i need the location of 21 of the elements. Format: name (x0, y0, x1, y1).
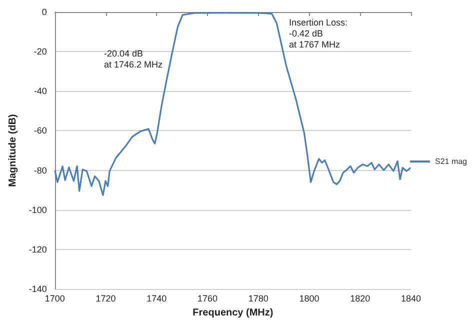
x-tick-label: 1740 (146, 294, 167, 304)
y-tick-label: -100 (28, 204, 47, 215)
x-tick-label: 1700 (44, 294, 65, 304)
x-tick-label: 1820 (350, 294, 370, 304)
x-tick-label: 1780 (248, 294, 268, 304)
y-tick-label: -140 (28, 284, 47, 294)
annotation: Insertion Loss: -0.42 dB at 1767 MHz (289, 18, 348, 50)
x-tick-label: 1720 (96, 294, 116, 304)
x-axis-title: Frequency (MHz) (192, 308, 274, 318)
y-tick-label: -60 (34, 126, 47, 136)
y-tick-label: -40 (34, 86, 47, 96)
y-tick-label: -80 (34, 165, 47, 176)
x-tick-label: 1800 (299, 294, 320, 304)
y-axis-title: Magnitude (dB) (8, 114, 18, 187)
y-tick-label: -20 (34, 46, 47, 57)
y-tick-label: -120 (28, 244, 47, 254)
x-tick-label: 1760 (198, 294, 218, 304)
y-tick-label: 0 (42, 7, 47, 17)
annotation: -20.04 dB at 1746.2 MHz (104, 48, 164, 70)
legend-label: S21 mag (434, 157, 468, 166)
x-tick-label: 1840 (400, 294, 422, 304)
